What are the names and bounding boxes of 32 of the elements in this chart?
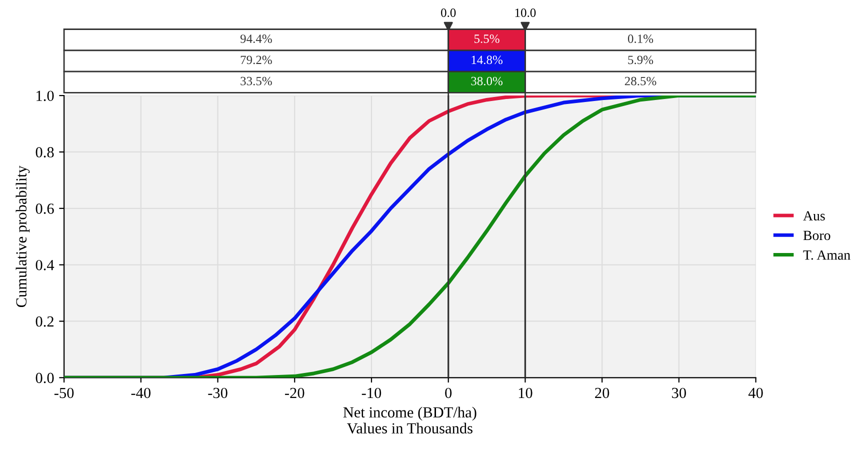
x-tick-label: 10 [518, 388, 532, 398]
text: 5.9% [628, 56, 654, 64]
x-tick-label: 30 [672, 388, 686, 398]
legend-label: T. Aman [803, 250, 850, 260]
text: 79.2% [240, 56, 272, 64]
x-tick-label: -30 [208, 388, 228, 398]
x-tick-label: -20 [285, 388, 304, 398]
text: 38.0% [471, 76, 502, 86]
y-tick-label: 1.0 [36, 90, 54, 102]
y-axis-title: Cumulative probability [16, 166, 30, 308]
y-tick-label: 0.6 [36, 204, 54, 214]
x-tick-label: -40 [131, 388, 151, 398]
y-tick-label: 0.0 [36, 372, 54, 384]
y-tick-label: 0.8 [36, 147, 54, 158]
x-tick-label: 0 [445, 388, 452, 398]
legend-label: Aus [803, 211, 825, 220]
x-tick-label: 40 [748, 388, 763, 398]
ref-line-label: 0.0 [441, 8, 456, 18]
x-tick-label: -10 [362, 388, 382, 398]
text: 14.8% [472, 56, 502, 64]
text: 28.5% [624, 76, 656, 86]
x-axis-title: Net income (BDT/ha) Values in Thousands [343, 406, 476, 434]
text: 5.5% [474, 34, 500, 44]
x-tick-label: 20 [595, 388, 610, 398]
y-tick-label: 0.2 [36, 316, 54, 327]
text: 33.5% [240, 76, 272, 86]
text: 0.1% [628, 34, 654, 44]
ref-line-label: 10.0 [515, 8, 536, 18]
y-tick-label: 0.4 [36, 260, 54, 270]
text: 94.4% [240, 34, 272, 44]
x-tick-label: -50 [54, 388, 74, 398]
legend-label: Boro [803, 230, 830, 240]
